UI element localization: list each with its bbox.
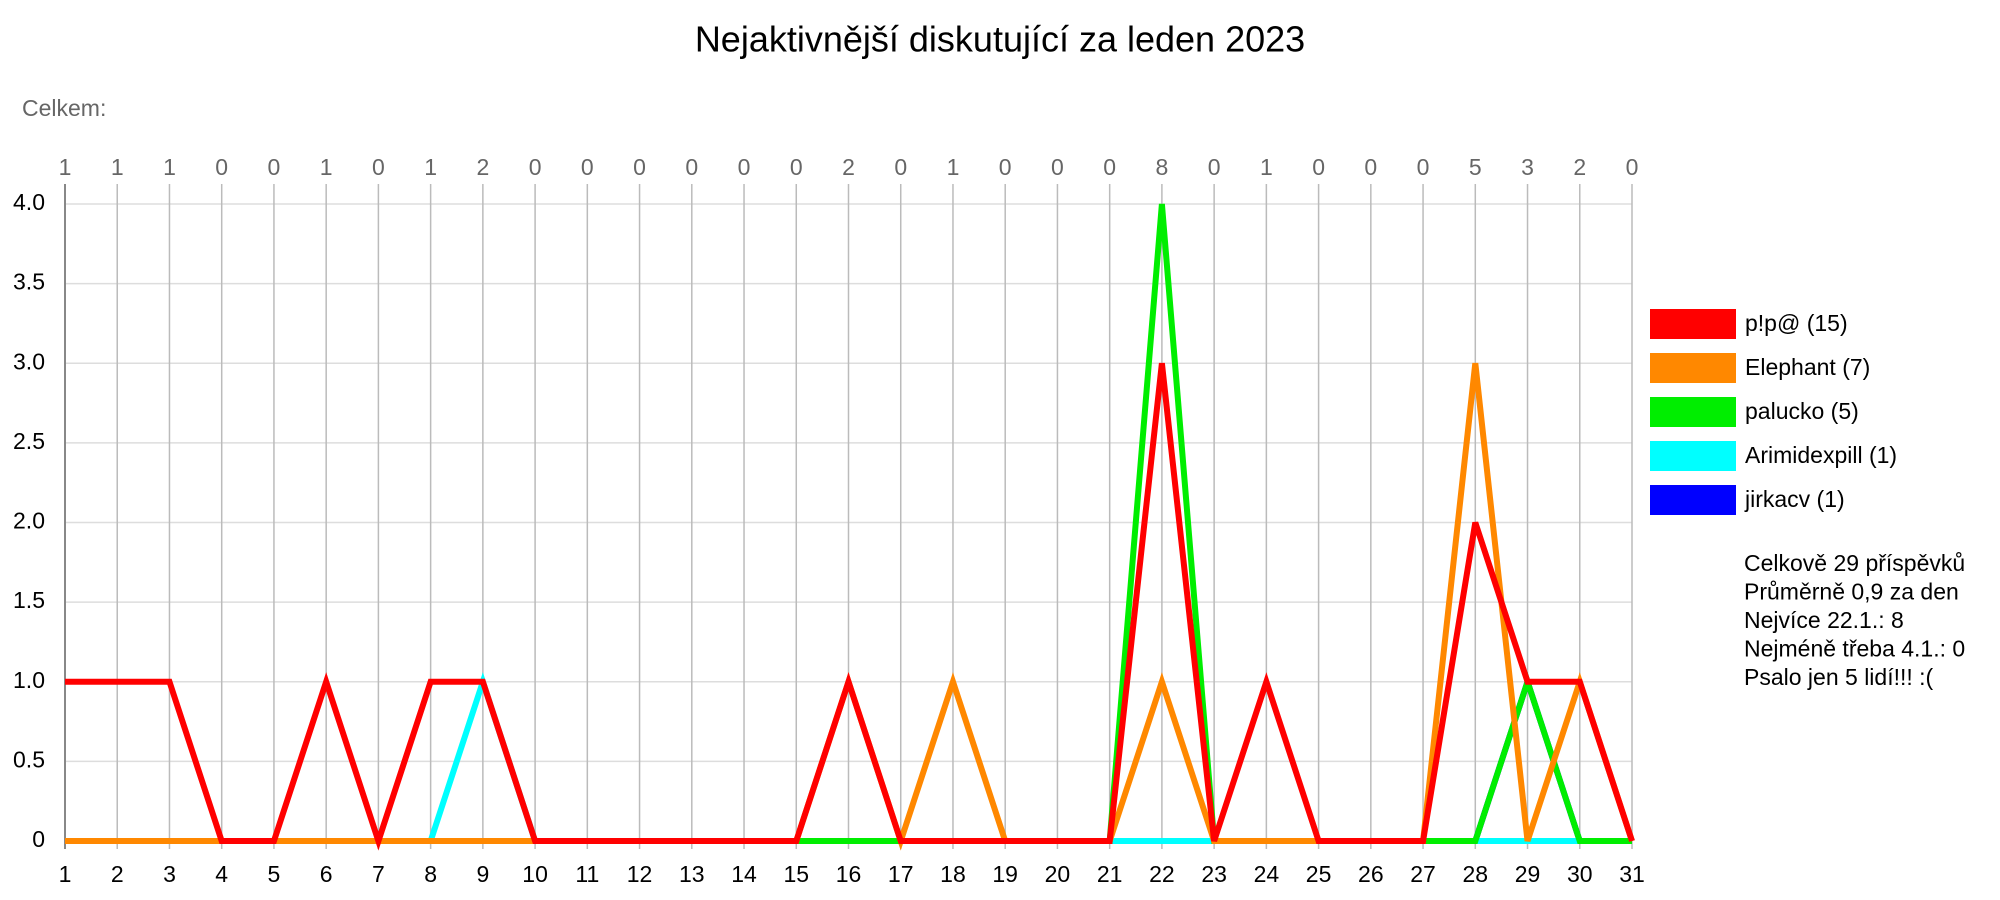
- legend-label: Arimidexpill (1): [1745, 442, 1897, 468]
- total-label: 5: [1469, 154, 1482, 180]
- x-tick-label: 15: [783, 861, 809, 887]
- totals-label: Celkem:: [22, 95, 106, 121]
- y-tick-label: 1.0: [13, 667, 45, 693]
- total-label: 0: [1364, 154, 1377, 180]
- total-label: 0: [894, 154, 907, 180]
- y-tick-label: 4.0: [13, 189, 45, 215]
- x-tick-label: 5: [268, 861, 281, 887]
- total-label: 0: [1626, 154, 1639, 180]
- x-tick-label: 11: [575, 861, 599, 887]
- total-label: 1: [163, 154, 176, 180]
- total-label: 1: [947, 154, 960, 180]
- total-label: 0: [999, 154, 1012, 180]
- stat-line: Průměrně 0,9 za den: [1744, 579, 1959, 605]
- x-tick-label: 23: [1201, 861, 1227, 887]
- y-tick-label: 2.5: [13, 428, 45, 454]
- x-tick-label: 29: [1515, 861, 1541, 887]
- total-label: 1: [111, 154, 124, 180]
- stat-line: Nejméně třeba 4.1.: 0: [1744, 636, 1965, 662]
- y-tick-label: 0: [32, 826, 45, 852]
- legend-swatch: [1650, 485, 1736, 515]
- total-label: 0: [1312, 154, 1325, 180]
- total-label: 1: [1260, 154, 1273, 180]
- x-tick-label: 12: [627, 861, 653, 887]
- chart-title: Nejaktivnější diskutující za leden 2023: [695, 19, 1305, 60]
- legend-swatch: [1650, 441, 1736, 471]
- series-line: [65, 362, 1635, 851]
- total-label: 0: [790, 154, 803, 180]
- total-label: 2: [476, 154, 489, 180]
- x-tick-label: 7: [372, 861, 385, 887]
- total-label: 3: [1521, 154, 1534, 180]
- total-label: 0: [215, 154, 228, 180]
- stat-line: Celkově 29 příspěvků: [1744, 550, 1965, 576]
- legend-label: jirkacv (1): [1744, 486, 1845, 512]
- total-label: 0: [1417, 154, 1430, 180]
- total-label: 0: [268, 154, 281, 180]
- y-tick-label: 3.0: [13, 348, 45, 374]
- x-tick-label: 2: [111, 861, 124, 887]
- x-tick-label: 22: [1149, 861, 1175, 887]
- x-tick-label: 4: [215, 861, 228, 887]
- total-label: 0: [738, 154, 751, 180]
- total-label: 8: [1156, 154, 1169, 180]
- total-label: 0: [1103, 154, 1116, 180]
- x-tick-label: 8: [424, 861, 437, 887]
- total-label: 1: [320, 154, 333, 180]
- legend-label: Elephant (7): [1745, 354, 1870, 380]
- total-label: 2: [842, 154, 855, 180]
- y-tick-label: 0.5: [13, 746, 45, 772]
- x-tick-label: 24: [1254, 861, 1280, 887]
- total-label: 0: [685, 154, 698, 180]
- x-tick-label: 27: [1410, 861, 1436, 887]
- x-tick-label: 18: [940, 861, 966, 887]
- x-tick-label: 16: [836, 861, 862, 887]
- total-label: 1: [59, 154, 72, 180]
- x-tick-label: 1: [59, 861, 72, 887]
- total-label: 0: [372, 154, 385, 180]
- legend-swatch: [1650, 397, 1736, 427]
- x-tick-label: 9: [476, 861, 489, 887]
- x-tick-label: 30: [1567, 861, 1593, 887]
- stat-line: Nejvíce 22.1.: 8: [1744, 607, 1904, 633]
- total-label: 2: [1573, 154, 1586, 180]
- x-tick-label: 13: [679, 861, 705, 887]
- total-label: 0: [581, 154, 594, 180]
- x-tick-label: 25: [1306, 861, 1332, 887]
- x-tick-label: 10: [522, 861, 548, 887]
- x-tick-label: 3: [163, 861, 176, 887]
- x-tick-label: 21: [1097, 861, 1123, 887]
- total-label: 1: [424, 154, 437, 180]
- y-tick-label: 1.5: [13, 587, 45, 613]
- total-label: 0: [633, 154, 646, 180]
- x-tick-label: 26: [1358, 861, 1384, 887]
- x-tick-label: 19: [992, 861, 1018, 887]
- legend-swatch: [1650, 353, 1736, 383]
- y-tick-label: 2.0: [13, 508, 45, 534]
- total-label: 0: [1208, 154, 1221, 180]
- legend-label: palucko (5): [1745, 398, 1859, 424]
- x-tick-label: 6: [320, 861, 333, 887]
- x-tick-label: 14: [731, 861, 757, 887]
- x-tick-label: 31: [1619, 861, 1645, 887]
- x-tick-label: 17: [888, 861, 914, 887]
- total-label: 0: [1051, 154, 1064, 180]
- x-tick-label: 20: [1045, 861, 1071, 887]
- x-tick-label: 28: [1463, 861, 1489, 887]
- y-tick-label: 3.5: [13, 269, 45, 295]
- stat-line: Psalo jen 5 lidí!!! :(: [1744, 664, 1934, 690]
- legend-swatch: [1650, 309, 1736, 339]
- total-label: 0: [529, 154, 542, 180]
- legend-label: p!p@ (15): [1745, 310, 1848, 336]
